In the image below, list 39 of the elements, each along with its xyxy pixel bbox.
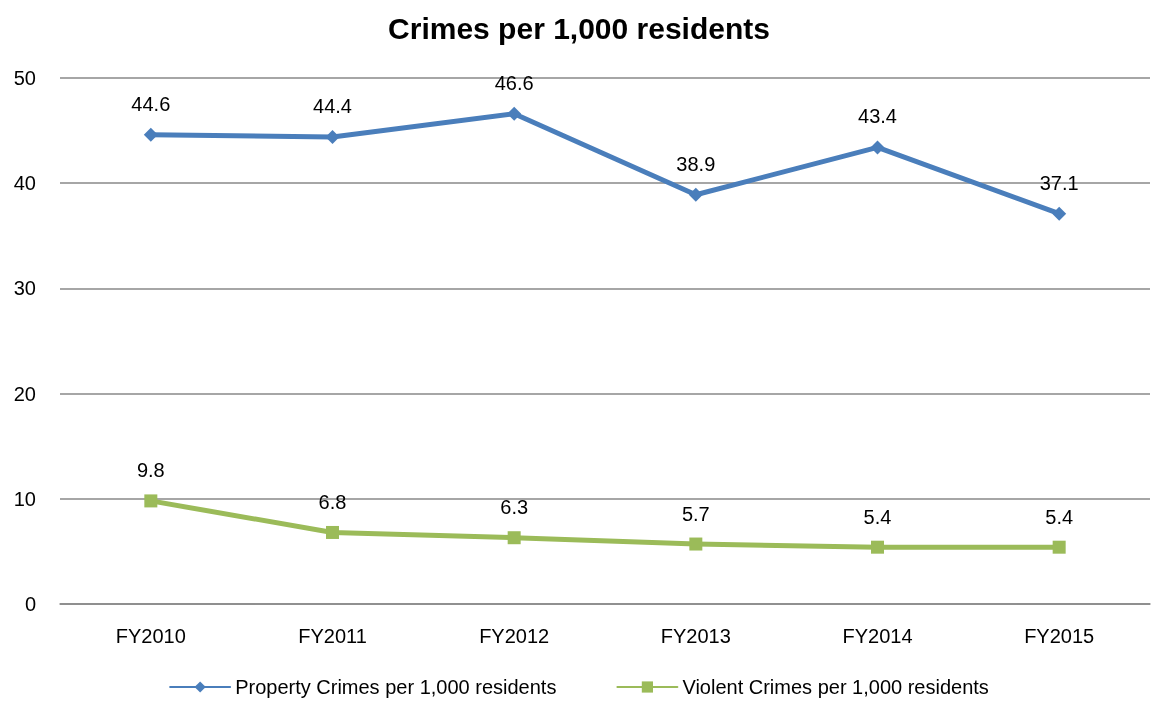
data-label: 44.4 (313, 94, 352, 117)
data-label: 6.3 (500, 496, 529, 519)
y-tick-label: 0 (24, 593, 36, 615)
data-label: 6.8 (318, 490, 347, 513)
data-label: 9.8 (136, 459, 165, 482)
data-label: 38.9 (676, 152, 716, 175)
point (1052, 540, 1066, 554)
y-tick-label: 30 (13, 277, 36, 300)
data-label: 44.6 (131, 92, 171, 115)
y-tick-label: 50 (13, 67, 36, 89)
point (507, 531, 521, 545)
data-label: 5.4 (1045, 505, 1074, 528)
x-tick-label: FY2013 (660, 625, 731, 647)
y-tick-label: 20 (13, 382, 36, 405)
chart-title: Crimes per 1,000 residents (388, 11, 770, 45)
legend-label: Violent Crimes per 1,000 residents (682, 676, 989, 698)
y-tick-label: 10 (13, 487, 36, 510)
data-label: 5.4 (863, 505, 892, 528)
legend-label: Property Crimes per 1,000 residents (235, 676, 557, 698)
data-label: 43.4 (858, 105, 897, 128)
y-tick-label: 40 (13, 172, 36, 195)
x-tick-label: FY2015 (1024, 625, 1095, 647)
x-tick-label: FY2012 (479, 625, 550, 647)
point (689, 537, 703, 551)
point (688, 187, 703, 202)
data-label: 37.1 (1039, 171, 1079, 194)
x-tick-label: FY2010 (115, 625, 186, 647)
point (871, 540, 884, 554)
data-label: 46.6 (494, 71, 534, 94)
point (143, 127, 158, 142)
point (870, 140, 885, 155)
x-tick-label: FY2014 (842, 625, 913, 647)
x-tick-label: FY2011 (298, 625, 367, 647)
point (326, 525, 339, 539)
point (325, 129, 340, 144)
data-label: 5.7 (681, 502, 710, 525)
point (144, 494, 158, 508)
point (1052, 206, 1067, 221)
point (507, 106, 522, 121)
